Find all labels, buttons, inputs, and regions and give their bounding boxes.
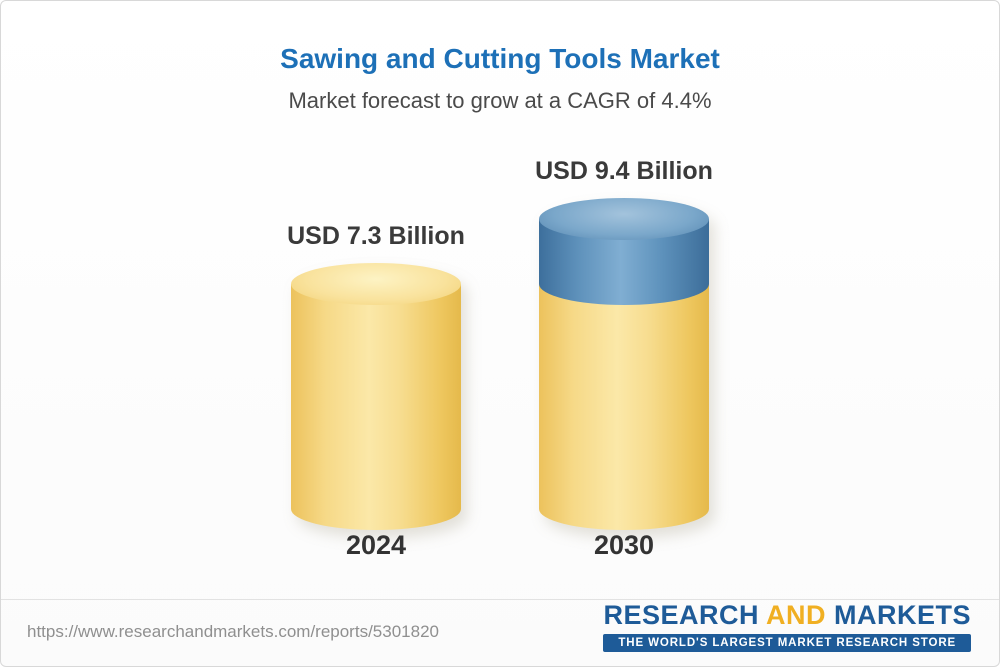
logo-word-markets: MARKETS	[834, 600, 971, 630]
logo-wordmark: RESEARCH AND MARKETS	[603, 600, 971, 631]
category-label-2030: 2030	[593, 530, 655, 560]
value-label-2030: USD 9.4 Billion	[535, 157, 713, 185]
chart-title: Sawing and Cutting Tools Market	[280, 43, 720, 74]
report-url-link[interactable]: https://www.researchandmarkets.com/repor…	[27, 622, 439, 641]
logo-word-and: AND	[765, 600, 826, 630]
logo-word-research: RESEARCH	[603, 600, 759, 630]
value-label-2024: USD 7.3 Billion	[287, 222, 465, 250]
cylinder-2024-body	[291, 284, 461, 530]
growth-segment-cap	[539, 198, 709, 240]
cylinder-2030	[539, 198, 709, 530]
cylinder-2024	[291, 263, 461, 530]
researchandmarkets-logo[interactable]: RESEARCH AND MARKETS THE WORLD'S LARGEST…	[603, 600, 971, 652]
cylinder-2024-cap	[291, 263, 461, 305]
logo-tagline: THE WORLD'S LARGEST MARKET RESEARCH STOR…	[603, 634, 971, 652]
growth-segment-2030	[539, 198, 709, 305]
bar-group-2030: USD 9.4 Billion 2030	[535, 1, 713, 666]
footer-divider	[1, 599, 999, 600]
bar-group-2024: USD 7.3 Billion 2024	[287, 1, 465, 666]
chart-subtitle: Market forecast to grow at a CAGR of 4.4…	[288, 88, 712, 113]
category-label-2024: 2024	[345, 530, 407, 560]
